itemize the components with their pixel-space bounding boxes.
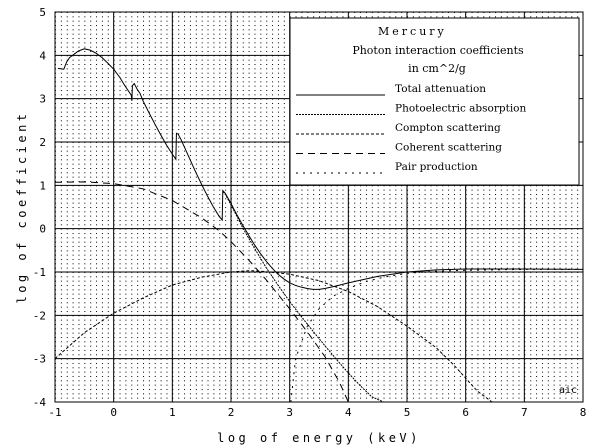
series-line-photoelectric-absorption [222, 191, 384, 402]
series-line-total-attenuation [57, 48, 583, 290]
x-tick-label: 2 [228, 406, 235, 419]
y-tick-label: 0 [39, 223, 46, 236]
legend-box [289, 17, 580, 186]
series-line-coherent-scattering [55, 181, 349, 402]
legend-title: Mercury [378, 25, 447, 38]
legend-entries: Total attenuation Photoelectric absorptio… [296, 83, 527, 174]
plot-frame [54, 11, 584, 403]
y-tick-label: 3 [39, 93, 46, 106]
x-tick-label: 3 [286, 406, 293, 419]
y-tick-label: -2 [33, 309, 46, 322]
legend-label: Compton scattering [395, 122, 501, 134]
legend-label: Photoelectric absorption [395, 103, 527, 115]
y-tick-label: -4 [33, 396, 47, 409]
series-line-compton-scattering [55, 270, 493, 402]
legend-label: Pair production [395, 161, 478, 173]
y-tick-label: -3 [33, 353, 46, 366]
y-tick-label: -1 [33, 266, 46, 279]
series-lines [55, 48, 583, 402]
legend-label: Total attenuation [395, 83, 486, 95]
y-tick-label: 5 [39, 6, 46, 19]
legend-label: Coherent scattering [395, 142, 502, 154]
x-tick-label: 8 [580, 406, 587, 419]
x-axis-label: log of energy (keV) [217, 431, 421, 445]
x-tick-label: 1 [169, 406, 176, 419]
y-tick-label: 2 [39, 136, 46, 149]
y-tick-label: 1 [39, 179, 46, 192]
legend-subtitle-1: Photon interaction coefficients [352, 44, 524, 57]
x-tick-label: 6 [462, 406, 469, 419]
legend: Mercury Photon interaction coefficients … [289, 17, 580, 186]
x-tick-label: 0 [110, 406, 117, 419]
tick-labels: -1 0 1 2 3 4 5 6 7 8 5 4 3 2 1 0 -1 -2 -3 -4 [33, 6, 587, 419]
x-tick-label: 5 [404, 406, 411, 419]
x-tick-label: 4 [345, 406, 352, 419]
y-axis-label: log of coefficient [15, 110, 29, 303]
x-tick-label: -1 [48, 406, 61, 419]
legend-subtitle-2: in cm^2/g [408, 62, 466, 75]
y-tick-label: 4 [39, 49, 46, 62]
corner-label: aic [559, 385, 577, 396]
x-tick-label: 7 [521, 406, 528, 419]
